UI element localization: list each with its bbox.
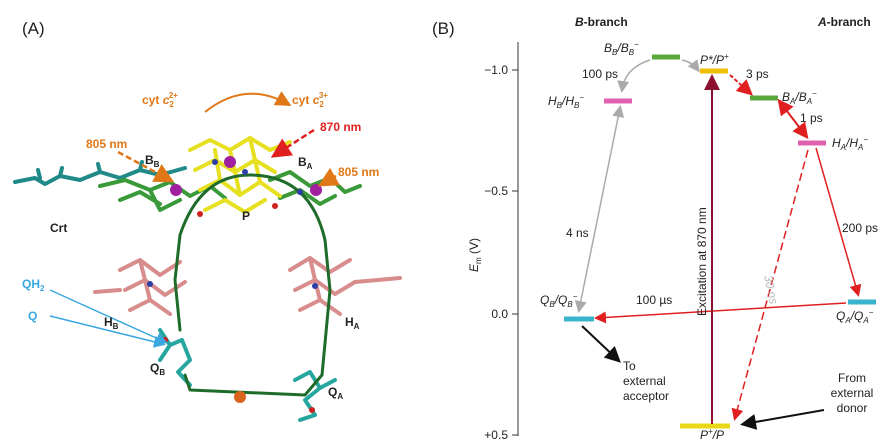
cofactor-label: HB [104,315,119,331]
arrow [682,60,698,70]
arrow [597,303,846,318]
panel-label: (B) [432,19,455,38]
state-label: QB/QB− [540,292,578,309]
state-label: P*/P+ [700,52,729,67]
y-tick-label: −0.5 [484,184,508,198]
arrow [579,108,620,310]
panel-label: (A) [22,19,45,38]
excitation-label: Excitation at 870 nm [695,207,709,316]
cofactor-label: QA [328,385,343,401]
cofactor-label: BB [145,153,160,169]
cyt-label: cyt c22+ [142,91,178,109]
state-label: BA/BA− [782,89,817,106]
y-tick-label: +0.5 [484,428,508,441]
cofactor-label: Crt [50,221,67,235]
cyt-label: cyt c23+ [292,91,328,109]
time-label: 100 ps [582,67,618,81]
figure: (A) cyt c22+ cyt c23+ 870 nm 805 nm 805 … [0,0,889,441]
y-tick-label: 0.0 [491,307,508,321]
quinone-label: QH2 [22,277,45,293]
state-label: HA/HA− [832,135,868,152]
ticks: −1.0 −0.5 0.0 +0.5 [484,63,518,441]
branch-label: B-branch [575,15,628,29]
panel-b: (B) B-branch A-branch −1.0 −0.5 0.0 +0.5 Em… [432,15,878,441]
panel-a: (A) cyt c22+ cyt c23+ 870 nm 805 nm 805 … [15,19,400,420]
state-label: HB/HB− [548,93,584,110]
state-label: QA/QA− [836,308,874,325]
laser-label: 805 nm [338,165,379,179]
cofactor-label: QB [150,361,165,377]
cofactor-label: HA [345,315,360,331]
laser-label: 805 nm [86,137,127,151]
time-label: 100 µs [636,293,672,307]
state-label: BB/BB− [604,40,639,57]
laser-arrow [275,130,314,155]
branch-label: A-branch [817,15,871,29]
arrow [744,410,824,424]
cofactor-label: P [242,209,250,223]
cofactor-label: BA [298,155,313,171]
time-label: 30 ns [761,274,781,306]
cyt-arrow [205,94,288,112]
state-label: P+/P [700,427,724,441]
time-label: 1 ps [800,111,823,125]
time-label: 3 ps [746,67,769,81]
structure [15,138,400,420]
laser-label: 870 nm [320,120,361,134]
time-label: 4 ns [566,226,589,240]
time-label: 200 ps [842,221,878,235]
arrow [582,326,618,360]
quinone-label: Q [28,309,37,323]
axis-label: Em (V) [467,238,483,272]
arrow [622,60,650,90]
y-tick-label: −1.0 [484,63,508,77]
